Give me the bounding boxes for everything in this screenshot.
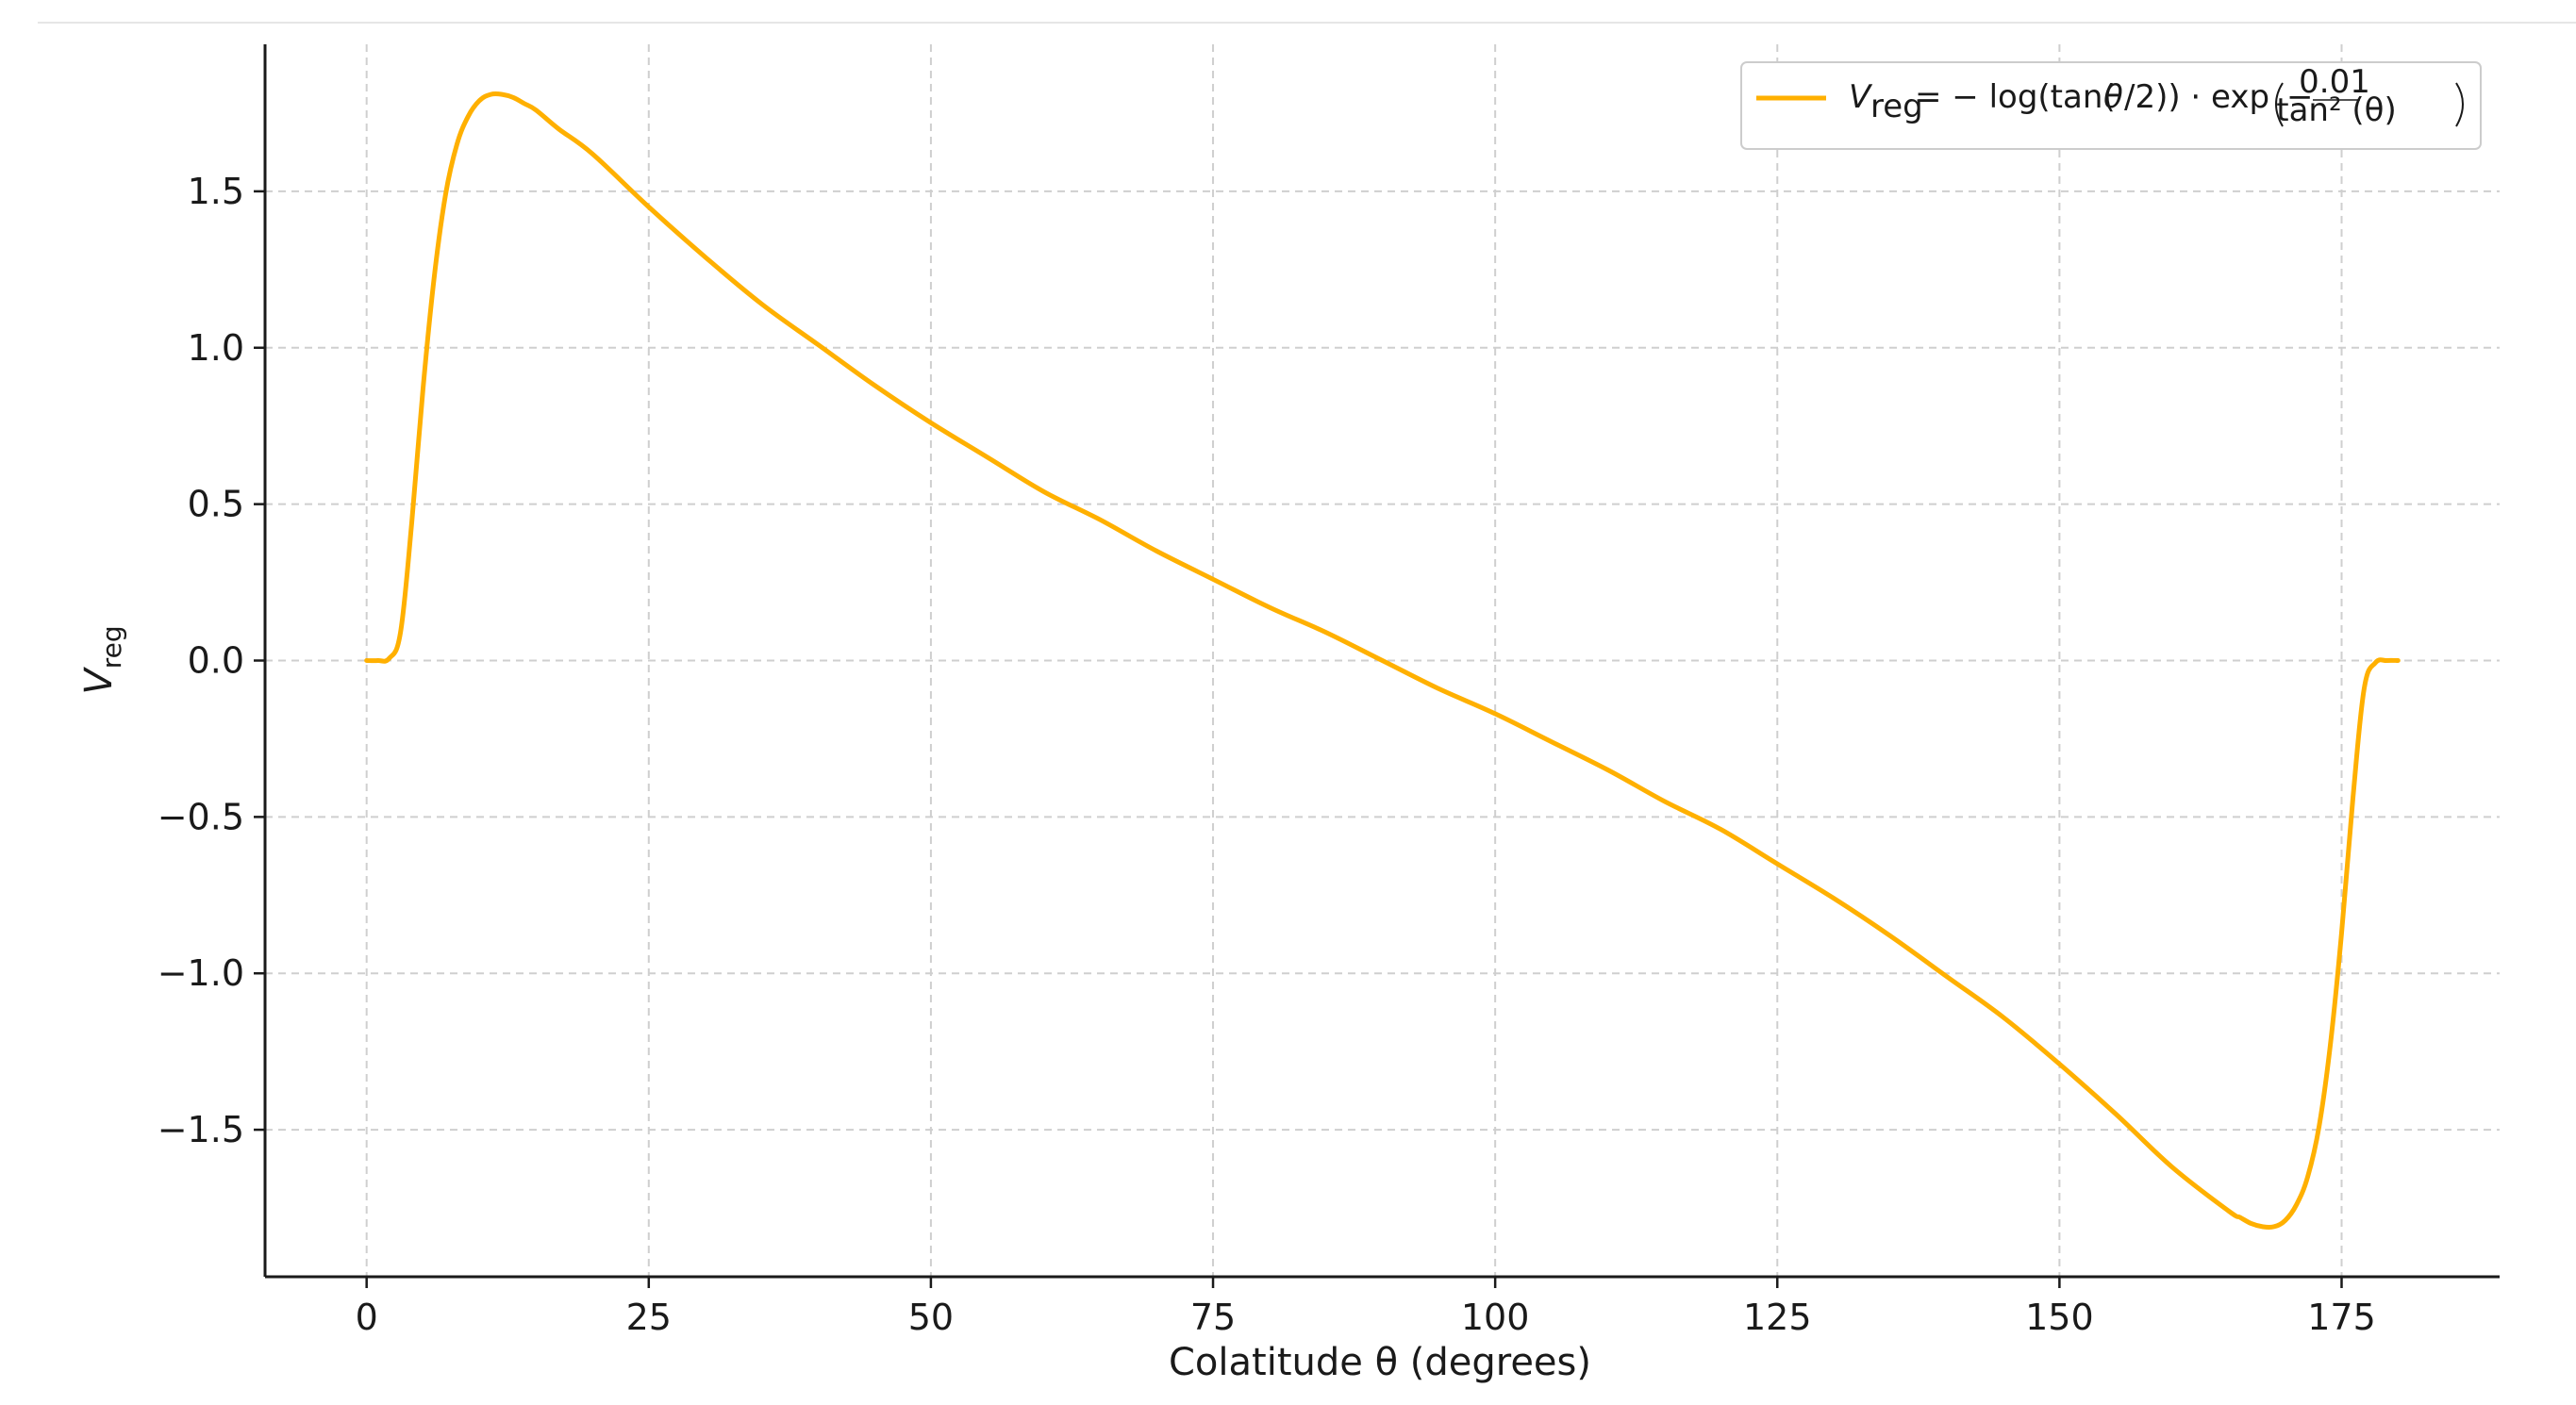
x-tick-label: 100 (1461, 1297, 1530, 1338)
x-tick-label: 50 (908, 1297, 954, 1338)
y-tick-label: 1.0 (188, 327, 244, 369)
legend-box (1740, 61, 2482, 150)
svg-text:= − log(tan(: = − log(tan( (1915, 78, 2116, 116)
svg-text:/2)) · exp: /2)) · exp (2124, 78, 2269, 116)
y-tick-label: 1.5 (188, 171, 244, 212)
x-tick-label: 125 (1743, 1297, 1812, 1338)
y-tick-label: −0.5 (158, 796, 244, 837)
legend-label: V reg = − log(tan( θ /2)) · exp − 0.01 t… (1849, 63, 2464, 129)
x-axis-label: Colatitude θ (degrees) (1169, 1341, 1591, 1384)
grid (265, 44, 2500, 1277)
svg-text:Vreg: Vreg (77, 625, 127, 694)
series-line (364, 91, 2401, 1231)
x-tick-label: 150 (2025, 1297, 2094, 1338)
y-axis-label: Vreg (77, 625, 127, 694)
svg-text:−: − (2286, 78, 2314, 116)
svg-text:θ: θ (2103, 78, 2123, 116)
svg-text:reg: reg (1870, 88, 1923, 125)
svg-text:tan² (θ): tan² (θ) (2276, 91, 2396, 129)
x-tick-label: 0 (356, 1297, 378, 1338)
svg-text:V: V (1849, 78, 1873, 116)
x-tick-label: 75 (1190, 1297, 1236, 1338)
x-tick-label: 175 (2307, 1297, 2376, 1338)
svg-text:0.01: 0.01 (2299, 63, 2370, 101)
series-layer (364, 91, 2401, 1231)
x-tick-label: 25 (626, 1297, 672, 1338)
y-tick-label: 0.0 (188, 640, 244, 682)
y-tick-label: 0.5 (188, 484, 244, 525)
ticks: 0 25 50 75 100 125 150 175 −1.5 −1.0 −0.5 0.0 0.5 1.0… (158, 171, 2376, 1338)
legend: V reg = − log(tan( θ /2)) · exp − 0.01 t… (1740, 61, 2482, 150)
y-tick-label: −1.0 (158, 952, 244, 994)
y-tick-label: −1.5 (158, 1109, 244, 1150)
